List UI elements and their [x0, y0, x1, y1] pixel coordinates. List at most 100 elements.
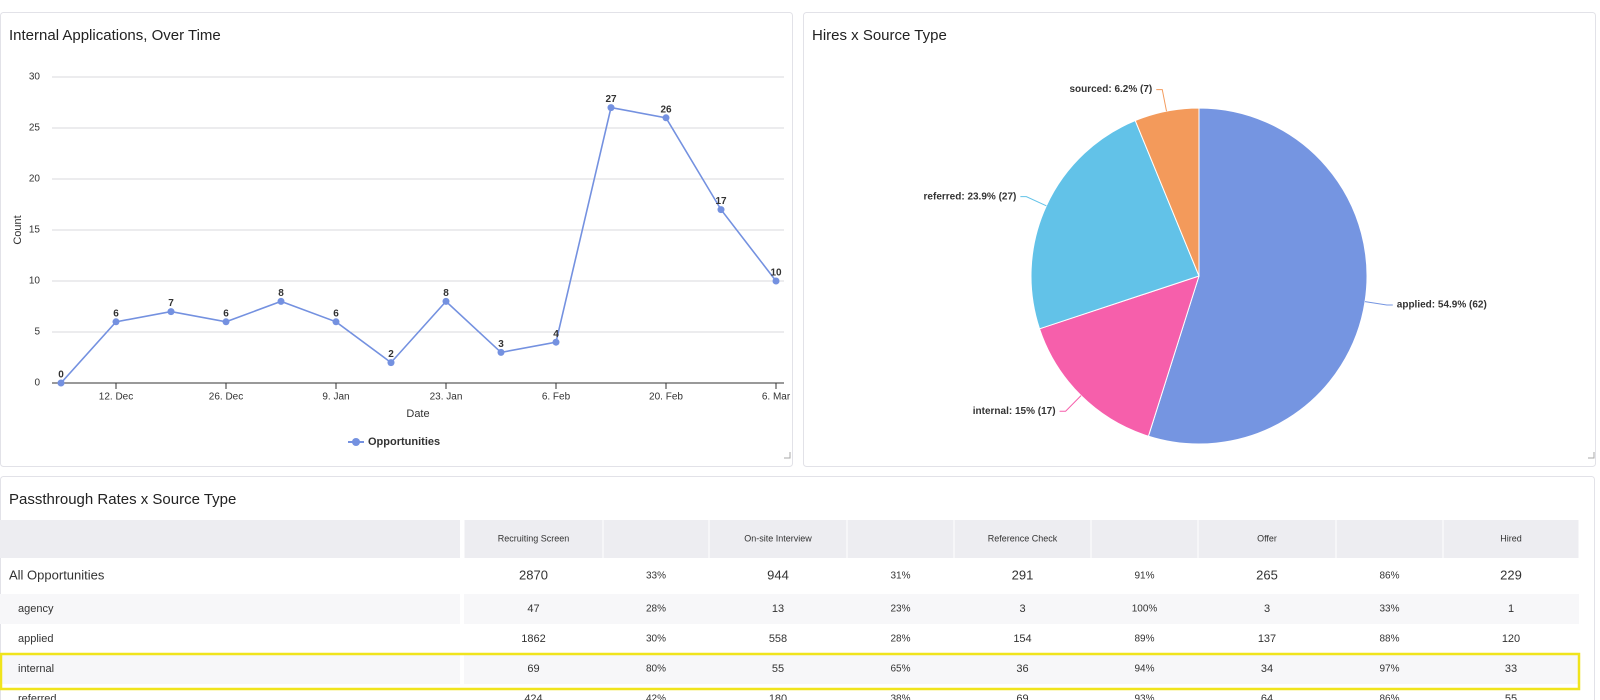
column-header: Offer	[1257, 533, 1277, 543]
rate-cell: 38%	[890, 694, 910, 700]
rate-cell: 31%	[890, 571, 910, 582]
header-cell	[0, 520, 460, 558]
rate-cell: 65%	[890, 664, 910, 675]
resize-handle[interactable]	[1588, 452, 1595, 459]
row-label: internal	[18, 663, 54, 675]
point	[167, 308, 175, 316]
point	[442, 297, 450, 305]
leader-line	[1364, 301, 1393, 306]
legend-marker	[352, 438, 360, 446]
data-label: sourced: 6.2% (7)	[1069, 84, 1152, 95]
count-cell: 1	[1508, 603, 1514, 615]
data-label: 6	[223, 308, 229, 319]
count-cell: 69	[1016, 693, 1028, 700]
x-tick-label: 26. Dec	[209, 392, 243, 403]
data-label: 4	[553, 329, 559, 340]
count-cell: 120	[1502, 633, 1520, 645]
header-cell	[847, 520, 954, 558]
row-bg	[464, 654, 1579, 684]
point	[552, 338, 560, 346]
point	[772, 277, 780, 285]
count-cell: 69	[527, 663, 539, 675]
data-label: 7	[168, 298, 174, 309]
count-cell: 3	[1019, 603, 1025, 615]
data-label: 0	[58, 370, 64, 381]
legend-label: Opportunities	[368, 436, 440, 448]
header-cell	[1091, 520, 1198, 558]
data-label: 2	[388, 349, 394, 360]
count-cell: 3	[1264, 603, 1270, 615]
point	[662, 114, 670, 122]
rate-cell: 28%	[646, 604, 666, 615]
leader-line	[1156, 89, 1168, 112]
data-label: 26	[660, 104, 672, 115]
row-label: referred	[18, 693, 57, 700]
y-tick-label: 20	[29, 174, 41, 185]
x-tick-label: 6. Mar	[762, 392, 791, 403]
line	[60, 106, 777, 384]
count-cell: 36	[1016, 663, 1028, 675]
header-cell	[464, 520, 603, 558]
rate-cell: 86%	[1379, 694, 1399, 700]
data-label: 8	[278, 288, 284, 299]
point	[57, 379, 65, 387]
x-tick-label: 9. Jan	[322, 392, 349, 403]
y-tick-label: 15	[29, 225, 41, 236]
table: Recruiting Screen On-site Interview Refere…	[0, 520, 1579, 700]
count-cell: 558	[769, 633, 787, 645]
x-tick-label: 23. Jan	[430, 392, 463, 403]
count-cell: 2870	[519, 567, 548, 582]
x-axis-label: Date	[406, 408, 429, 420]
y-tick-label: 5	[34, 327, 40, 338]
count-cell: 55	[772, 663, 784, 675]
rate-cell: 86%	[1379, 571, 1399, 582]
rate-cell: 93%	[1134, 694, 1154, 700]
point	[607, 104, 615, 112]
count-cell: 47	[527, 603, 539, 615]
chart-title: Hires x Source Type	[812, 27, 947, 44]
x-tick-label: 20. Feb	[649, 392, 683, 403]
row-bg	[0, 594, 460, 624]
count-cell: 13	[772, 603, 784, 615]
chart-title: Internal Applications, Over Time	[9, 27, 221, 44]
rate-cell: 28%	[890, 634, 910, 645]
point	[497, 348, 505, 356]
count-cell: 154	[1013, 633, 1031, 645]
count-cell: 64	[1261, 693, 1273, 700]
rate-cell: 91%	[1134, 571, 1154, 582]
y-tick-label: 0	[34, 378, 40, 389]
y-tick-label: 30	[29, 72, 41, 83]
x-tick-label: 6. Feb	[542, 392, 571, 403]
leader-line	[1020, 196, 1047, 207]
count-cell: 424	[524, 693, 542, 700]
y-tick-label: 10	[29, 276, 41, 287]
line-panel	[0, 12, 793, 467]
data-label: referred: 23.9% (27)	[924, 191, 1017, 202]
resize-handle[interactable]	[784, 452, 791, 459]
table-title: Passthrough Rates x Source Type	[9, 491, 236, 508]
count-cell: 55	[1505, 693, 1517, 700]
row-label: applied	[18, 633, 53, 645]
rate-cell: 30%	[646, 634, 666, 645]
point	[387, 359, 395, 367]
data-label: internal: 15% (17)	[973, 406, 1056, 417]
data-label: applied: 54.9% (62)	[1397, 300, 1487, 311]
data-label: 10	[770, 268, 782, 279]
count-cell: 291	[1012, 567, 1034, 582]
data-label: 6	[333, 308, 339, 319]
count-cell: 180	[769, 693, 787, 700]
header-cell	[709, 520, 847, 558]
data-label: 17	[715, 196, 727, 207]
header-cell	[1443, 520, 1579, 558]
rate-cell: 42%	[646, 694, 666, 700]
point	[717, 206, 725, 214]
y-axis-label: Count	[12, 215, 24, 244]
data-label: 6	[113, 308, 119, 319]
point	[112, 318, 120, 326]
header-cell	[954, 520, 1091, 558]
rate-cell: 23%	[890, 604, 910, 615]
pie-slice	[1134, 107, 1200, 277]
header-cell	[1198, 520, 1336, 558]
